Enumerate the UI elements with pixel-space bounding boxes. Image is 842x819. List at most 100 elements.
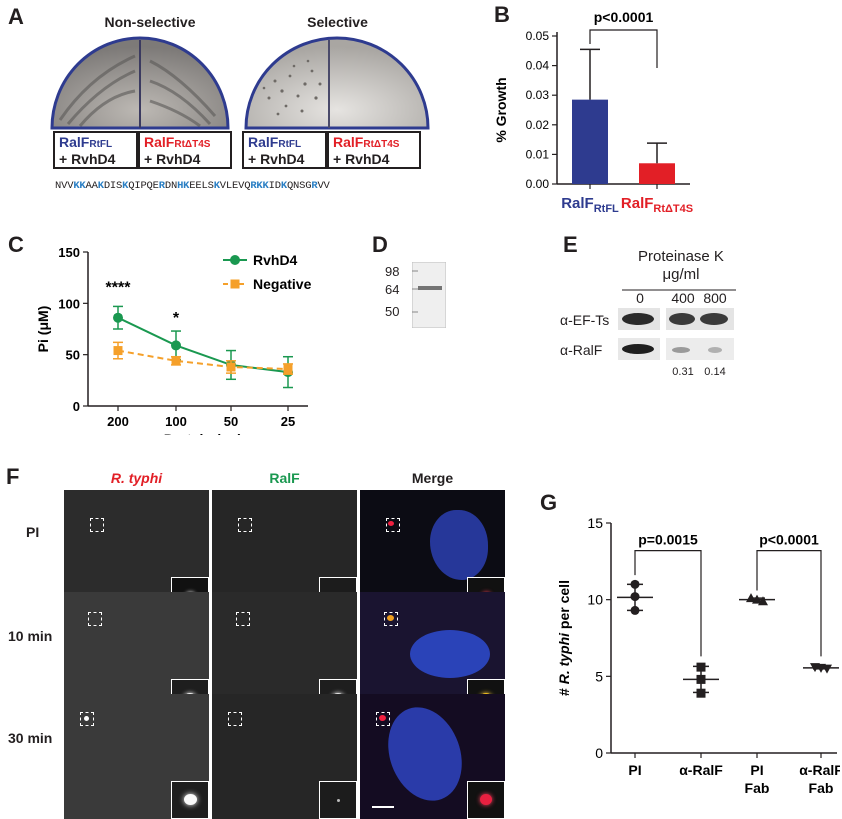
plate-non-selective — [50, 36, 230, 130]
protein-sequence: NVVKKAAKDISKQIPQERDNHKEELSKVLEVQRKKIDKQN… — [55, 180, 330, 192]
point-2-1 — [752, 594, 762, 604]
bar-0 — [572, 99, 608, 184]
point-1-2 — [226, 362, 236, 372]
x-tick-label-0: 200 — [107, 414, 129, 429]
panel-label-d: D — [372, 232, 388, 257]
marker-98: 98 — [385, 264, 400, 279]
significance-bracket-1 — [756, 549, 822, 657]
point-1-0 — [113, 346, 123, 356]
conc-400: 400 — [671, 290, 695, 306]
y-tick-label-0: 0 — [73, 399, 80, 414]
sequence-segment-1: KK — [73, 180, 86, 192]
sequence-segment-10: EELS — [189, 180, 214, 192]
strain-box-2-line2: + RvhD4 — [144, 151, 201, 167]
conc-0: 0 — [636, 290, 644, 306]
y-tick-label-3: 150 — [58, 245, 80, 260]
x-tick-label-1-0: α-RalF — [679, 762, 723, 778]
strain-box-1-name: RalF — [59, 134, 90, 150]
point-0-2 — [630, 605, 640, 615]
marker-50: 50 — [385, 304, 400, 319]
strain-box-3-name: RalF — [248, 134, 279, 150]
y-tick-label-5: 0.05 — [526, 29, 550, 43]
series-line-0 — [117, 316, 289, 374]
micrograph-30min-merge — [360, 694, 505, 819]
strain-box-4: RalFRtΔT4S + RvhD4 — [327, 131, 421, 169]
strain-box-2-name: RalF — [144, 134, 175, 150]
x-tick-label-3: 25 — [281, 414, 295, 429]
strain-box-3-sub: RtFL — [278, 139, 302, 150]
y-tick-label-3: 15 — [587, 515, 603, 531]
strain-box-3: RalFRtFL + RvhD4 — [242, 131, 327, 169]
strain-box-1-sub: RtFL — [89, 139, 113, 150]
row-ef-ts: α-EF-Ts — [560, 312, 610, 328]
x-tick-label-2-1: Fab — [745, 780, 770, 796]
p-value-label: p<0.0001 — [594, 10, 654, 25]
sequence-segment-18: VV — [317, 180, 330, 192]
sequence-segment-4: DIS — [103, 180, 123, 192]
sequence-segment-8: DN — [164, 180, 178, 192]
y-tick-label-2: 100 — [58, 296, 80, 311]
point-3-2 — [822, 664, 832, 674]
panel-label-e: E — [563, 232, 578, 257]
x-tick-label-3-0: α-RalF — [799, 762, 840, 778]
strain-box-3-line2: + RvhD4 — [248, 151, 305, 167]
series-line-1 — [117, 349, 289, 371]
y-tick-label-0: 0 — [595, 745, 603, 761]
strain-box-4-name: RalF — [333, 134, 364, 150]
proteinase-units: μg/ml — [662, 266, 700, 283]
p-value-label-1: p<0.0001 — [759, 532, 819, 548]
legend-label-0: RvhD4 — [253, 252, 298, 268]
y-tick-label-2: 10 — [587, 592, 603, 608]
sequence-segment-14: ID — [268, 180, 281, 192]
legend-marker-0 — [230, 255, 240, 265]
point-1-3 — [283, 364, 293, 374]
point-1-2 — [696, 688, 706, 698]
point-1-0 — [696, 662, 706, 672]
sequence-segment-7: R — [158, 180, 165, 192]
star-annotation-0: **** — [106, 279, 132, 296]
y-tick-label-3: 0.03 — [526, 88, 550, 102]
y-tick-label-0: 0.00 — [526, 177, 550, 191]
bar-1 — [639, 163, 675, 184]
row-ralf: α-RalF — [560, 342, 603, 358]
col-header-rtyphi: R. typhi — [110, 470, 163, 486]
row-label-10min: 10 min — [8, 628, 53, 644]
sequence-segment-9: HK — [177, 180, 190, 192]
y-tick-label-1: 5 — [595, 668, 603, 684]
point-0-1 — [630, 592, 640, 602]
chart-b: 0.00 0.01 0.02 0.03 0.04 0.05 % Growth RalFRtFL… — [493, 10, 693, 215]
x-tick-label-1: RalFRtΔT4S — [621, 195, 693, 215]
conc-800: 800 — [703, 290, 727, 306]
panel-label-c: C — [8, 232, 24, 257]
panel-label-g: G — [540, 490, 558, 515]
star-annotation-1: * — [173, 310, 180, 327]
y-axis-label: # R. typhi per cell — [556, 580, 572, 696]
point-1-1 — [171, 356, 181, 366]
col-header-merge: Merge — [411, 470, 454, 486]
western-blot-e — [618, 308, 734, 360]
point-0-1 — [171, 340, 181, 351]
non-selective-header: Non-selective — [104, 14, 196, 30]
y-axis-label: Pi (μM) — [35, 306, 51, 353]
y-axis-label: % Growth — [493, 77, 509, 142]
x-tick-label-2: 50 — [224, 414, 238, 429]
selective-header: Selective — [307, 14, 368, 30]
col-header-ralf: RalF — [269, 470, 300, 486]
proteinase-title: Proteinase K — [638, 248, 724, 265]
point-0-0 — [113, 312, 123, 323]
point-1-1 — [696, 674, 706, 684]
point-0-0 — [630, 579, 640, 589]
chart-c: 0 50 100 150 200 100 50 25 Protein (ng) Pi (μM) Rv… — [35, 245, 312, 435]
x-tick-label-3-1: Fab — [809, 780, 834, 796]
sequence-segment-16: QNSG — [286, 180, 312, 192]
y-tick-label-2: 0.02 — [526, 118, 550, 132]
sequence-segment-11: K — [213, 180, 220, 192]
x-tick-label-0-0: PI — [628, 762, 641, 778]
panel-label-f: F — [6, 464, 20, 489]
legend-marker-1 — [230, 279, 240, 289]
sequence-segment-2: AA — [85, 180, 98, 192]
row-label-pi: PI — [26, 524, 40, 540]
sequence-segment-3: K — [97, 180, 104, 192]
agar-plates-image — [50, 36, 430, 130]
sequence-segment-12: VLEVQ — [219, 180, 251, 192]
